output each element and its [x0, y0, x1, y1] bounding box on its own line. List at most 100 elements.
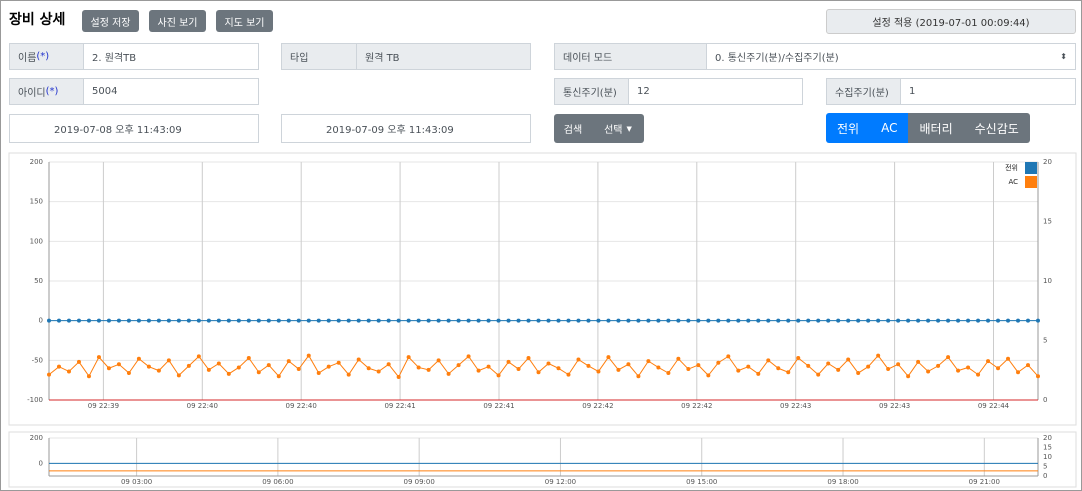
button[interactable]: 설정 저장 [82, 10, 139, 32]
toggle[interactable]: AC [870, 113, 909, 143]
point [406, 318, 411, 323]
date-input[interactable]: 2019-07-09 오후 11:43:09 [281, 114, 531, 143]
text: 0. 통신주기(분)/수집주기(분) [715, 53, 839, 64]
y-tick-label: 150 [30, 198, 43, 206]
x-tick-label: 09 03:00 [121, 478, 152, 486]
point [96, 355, 101, 360]
button[interactable]: 사진 보기 [149, 10, 206, 32]
point [676, 356, 681, 361]
point [346, 318, 351, 323]
input[interactable]: 12 [628, 78, 803, 105]
point [816, 318, 821, 323]
point [246, 355, 251, 360]
point [516, 367, 521, 372]
point [716, 360, 721, 365]
x-tick-label: 09 22:44 [978, 402, 1010, 410]
legend-swatch [1025, 162, 1037, 174]
label: 통신주기(분) [554, 78, 629, 105]
point [186, 318, 191, 323]
point [926, 318, 931, 323]
point [86, 374, 91, 379]
point [336, 318, 341, 323]
point [806, 363, 811, 368]
point [306, 318, 311, 323]
y-tick-label: -50 [32, 356, 43, 364]
toggle[interactable]: 수신감도 [963, 113, 1030, 143]
point [47, 372, 51, 377]
point [276, 374, 281, 379]
select-button[interactable]: 선택 ▼ [592, 114, 644, 143]
point [406, 355, 411, 360]
legend-label: AC [1008, 178, 1018, 186]
point [396, 318, 401, 323]
point [866, 364, 871, 369]
point [936, 318, 941, 323]
search-button[interactable]: 검색 [554, 114, 592, 143]
y2-tick-label: 0 [1043, 396, 1047, 404]
label: 아이디 (*) [9, 78, 84, 105]
x-tick-label: 09 22:40 [187, 402, 218, 410]
point [56, 364, 61, 369]
legend-label: 전위 [1005, 163, 1018, 172]
point [646, 359, 651, 364]
input[interactable]: 2. 원격TB [83, 43, 259, 70]
point [996, 366, 1001, 371]
point [206, 367, 211, 372]
point [1006, 356, 1011, 361]
point [996, 318, 1001, 323]
label: 타입 [281, 43, 357, 70]
point [396, 374, 401, 379]
point [276, 318, 281, 323]
point [706, 373, 711, 378]
point [456, 363, 461, 368]
y2-tick-label: 5 [1043, 463, 1047, 471]
point [1026, 318, 1031, 323]
legend-swatch [1025, 176, 1037, 188]
point [616, 318, 621, 323]
label: 수집주기(분) [826, 78, 901, 105]
point [626, 362, 631, 367]
x-tick-label: 09 09:00 [404, 478, 435, 486]
point [826, 318, 831, 323]
button[interactable]: 지도 보기 [216, 10, 273, 32]
x-tick-label: 09 22:42 [681, 402, 712, 410]
text: 이름 [18, 53, 37, 64]
caret: ⬍ [1060, 52, 1067, 61]
point [136, 318, 141, 323]
point [226, 371, 231, 376]
point [1036, 374, 1040, 379]
x-tick-label: 09 22:43 [780, 402, 811, 410]
point [286, 318, 291, 323]
point [716, 318, 721, 323]
point [776, 318, 781, 323]
toggle[interactable]: 배터리 [908, 113, 964, 143]
point [526, 318, 531, 323]
date-input[interactable]: 2019-07-08 오후 11:43:09 [9, 114, 259, 143]
point [816, 372, 821, 377]
point [626, 318, 631, 323]
navigator-frame [8, 431, 1077, 488]
toggle[interactable]: 전위 [826, 113, 871, 143]
point [166, 358, 171, 363]
point [926, 369, 931, 374]
apply-button[interactable]: 설정 적용 (2019-07-01 00:09:44) [826, 9, 1076, 34]
point [946, 355, 951, 360]
point [756, 371, 761, 376]
point [466, 318, 471, 323]
y2-tick-label: 10 [1043, 277, 1052, 285]
point [566, 372, 571, 377]
input[interactable]: 1 [900, 78, 1076, 105]
point [896, 362, 901, 367]
point [986, 359, 991, 364]
point [796, 355, 801, 360]
x-tick-label: 09 18:00 [827, 478, 858, 486]
y-tick-label: 0 [39, 317, 43, 325]
input[interactable]: 5004 [83, 78, 259, 105]
point [526, 355, 531, 360]
point [786, 370, 791, 375]
point [306, 353, 311, 358]
required: (*) [45, 86, 59, 97]
select[interactable]: 0. 통신주기(분)/수집주기(분) ⬍ [706, 43, 1076, 70]
point [666, 371, 671, 376]
